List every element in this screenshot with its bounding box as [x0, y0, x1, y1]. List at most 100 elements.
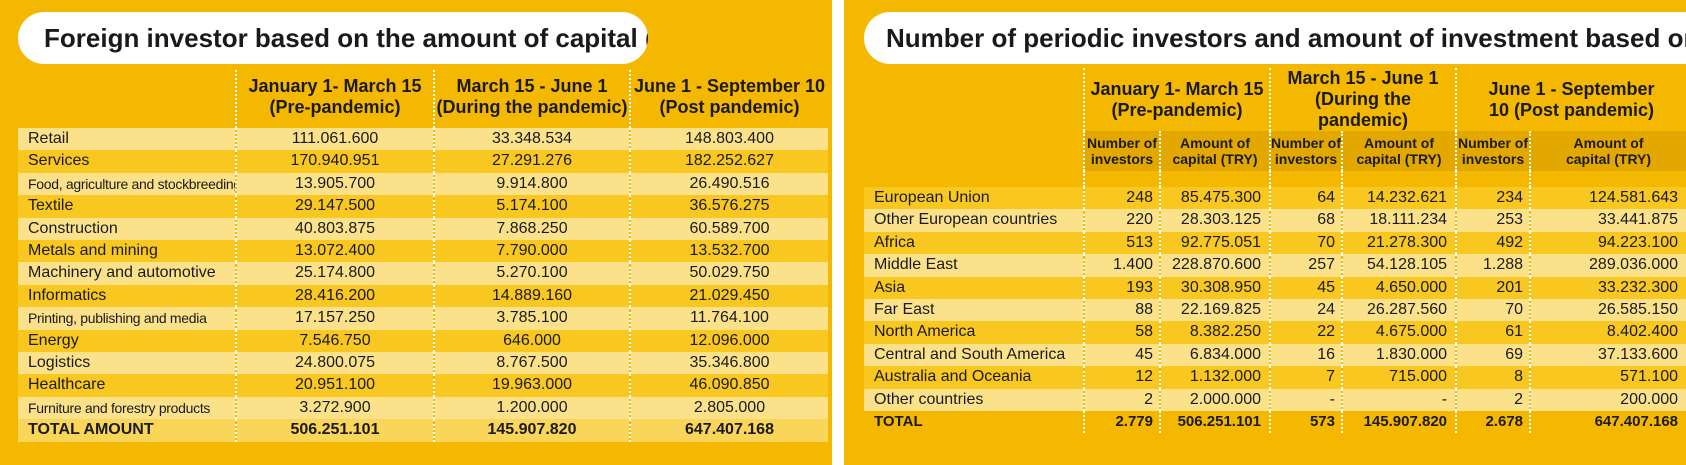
total-label: TOTAL [864, 411, 1084, 434]
table-cell: 69 [1455, 343, 1531, 367]
table-cell: 4.650.000 [1340, 276, 1457, 300]
table-cell: 61 [1455, 321, 1531, 344]
table-cell: 170.940.951 [235, 150, 434, 173]
spacer-cell [1269, 171, 1342, 187]
table-cell: 88 [1083, 299, 1160, 322]
row-label: Printing, publishing and media [18, 307, 236, 330]
table-cell: 70 [1455, 299, 1531, 322]
table-cell: 200.000 [1529, 388, 1686, 412]
table-cell: 646.000 [433, 329, 630, 353]
subcolumn-header-line: Amount of [1364, 135, 1434, 151]
table-cell: 182.252.627 [629, 150, 828, 173]
subcolumn-header: Number of investors [1455, 131, 1531, 171]
total-cell: 647.407.168 [629, 419, 828, 442]
table-cell: 7.790.000 [433, 240, 630, 263]
table-row: Healthcare 20.951.100 19.963.000 46.090.850 [18, 374, 828, 397]
table-cell: 2 [1083, 388, 1160, 412]
row-label: Food, agriculture and stockbreeding [18, 172, 236, 196]
table-cell: 45 [1083, 343, 1160, 367]
table-row: Services 170.940.951 27.291.276 182.252.627 [18, 150, 828, 173]
table-row: Asia 193 30.308.950 45 4.650.000 201 33.232.30… [864, 276, 1686, 300]
table-cell: 124.581.643 [1529, 187, 1686, 210]
table-cell: 5.174.100 [433, 195, 630, 218]
table-row: Machinery and automotive 25.174.800 5.270.… [18, 262, 828, 285]
table-row: Printing, publishing and media 17.157.250… [18, 307, 828, 330]
table-cell: 289.036.000 [1529, 254, 1686, 277]
table-cell: 4.675.000 [1340, 321, 1457, 344]
column-header-line: June 1 - September 10 [633, 76, 826, 96]
row-label: Informatics [18, 284, 236, 308]
row-label: Retail [18, 128, 236, 151]
capital-by-sector-title: Foreign investor based on the amount of … [18, 12, 648, 64]
subcolumn-header-line: capital (TRY) [1356, 151, 1442, 167]
subcolumn-header: Number of investors [1269, 131, 1342, 171]
table-cell: 14.889.160 [433, 284, 630, 308]
table-cell: 513 [1083, 231, 1160, 255]
table-cell: 60.589.700 [629, 217, 828, 241]
subcolumn-header-line: investors [1274, 151, 1338, 167]
table-cell: - [1340, 388, 1457, 412]
table-row: Food, agriculture and stockbreeding 13.90… [18, 172, 828, 196]
period-header-line: 10 (Post pandemic) [1488, 99, 1655, 120]
table-cell: 68 [1269, 209, 1342, 232]
table-cell: 18.111.234 [1340, 209, 1457, 232]
total-cell: 2.779 [1083, 411, 1160, 434]
table-cell: 46.090.850 [629, 374, 828, 397]
table-cell: 571.100 [1529, 366, 1686, 389]
table-cell: 20.951.100 [235, 374, 434, 397]
table-row: Retail 111.061.600 33.348.534 148.803.400 [18, 128, 828, 151]
header-blank [864, 68, 1084, 131]
table-row: Central and South America 45 6.834.000 16 1.… [864, 343, 1686, 367]
table-cell: 21.029.450 [629, 284, 828, 308]
table-cell: 24 [1269, 299, 1342, 322]
row-label: Energy [18, 329, 236, 353]
subcolumn-header-line: investors [1090, 151, 1154, 167]
column-header-line: January 1- March 15 [248, 76, 422, 96]
table-row: Energy 7.546.750 646.000 12.096.000 [18, 329, 828, 353]
table-cell: 3.272.900 [235, 396, 434, 420]
row-label: Australia and Oceania [864, 366, 1084, 389]
subcolumn-header: Amount of capital (TRY) [1340, 131, 1457, 171]
column-header-line: March 15 - June 1 [456, 76, 608, 96]
row-label: North America [864, 321, 1084, 344]
table-cell: 92.775.051 [1159, 231, 1270, 255]
table-row: Australia and Oceania 12 1.132.000 7 715.000… [864, 366, 1686, 389]
subcolumn-header-line: capital (TRY) [1565, 151, 1652, 167]
table-cell: 13.905.700 [235, 172, 434, 196]
subcolumn-header-line: Number of [1271, 135, 1341, 151]
table-cell: 8 [1455, 366, 1531, 389]
period-header: June 1 - September 10 (Post pandemic) [1455, 68, 1686, 131]
investors-by-country-panel: Number of periodic investors and amount … [844, 0, 1686, 465]
table-cell: 13.532.700 [629, 240, 828, 263]
table-cell: 2.805.000 [629, 396, 828, 420]
table-cell: 7 [1269, 366, 1342, 389]
period-header-line: (During the pandemic) [1315, 89, 1411, 130]
table-cell: 17.157.250 [235, 307, 434, 330]
row-label: Africa [864, 231, 1084, 255]
table-cell: 54.128.105 [1340, 254, 1457, 277]
investors-by-country-table: January 1- March 15 (Pre-pandemic) March … [864, 68, 1686, 434]
period-header: March 15 - June 1 (During the pandemic) [1268, 68, 1457, 131]
table-cell: 16 [1269, 343, 1342, 367]
period-header-line: (Pre-pandemic) [1111, 99, 1243, 120]
table-cell: 13.072.400 [235, 240, 434, 263]
table-row: Informatics 28.416.200 14.889.160 21.029.45… [18, 284, 828, 308]
total-row: TOTAL AMOUNT 506.251.101 145.907.820 647.40… [18, 419, 828, 442]
row-label: Other countries [864, 388, 1084, 412]
table-cell: 5.270.100 [433, 262, 630, 285]
table-cell: 6.834.000 [1159, 343, 1270, 367]
table-cell: 3.785.100 [433, 307, 630, 330]
table-cell: 22 [1269, 321, 1342, 344]
table-cell: 25.174.800 [235, 262, 434, 285]
table-cell: 28.416.200 [235, 284, 434, 308]
subcolumn-header-line: investors [1461, 151, 1525, 167]
period-header-line: June 1 - September [1488, 78, 1655, 99]
period-header-line: March 15 - June 1 [1287, 68, 1439, 88]
header-blank [18, 70, 236, 128]
table-cell: 33.441.875 [1529, 209, 1686, 232]
spacer-cell [1455, 171, 1531, 187]
table-cell: 26.585.150 [1529, 299, 1686, 322]
table-cell: 234 [1455, 187, 1531, 210]
table-cell: 37.133.600 [1529, 343, 1686, 367]
table-cell: - [1269, 388, 1342, 412]
